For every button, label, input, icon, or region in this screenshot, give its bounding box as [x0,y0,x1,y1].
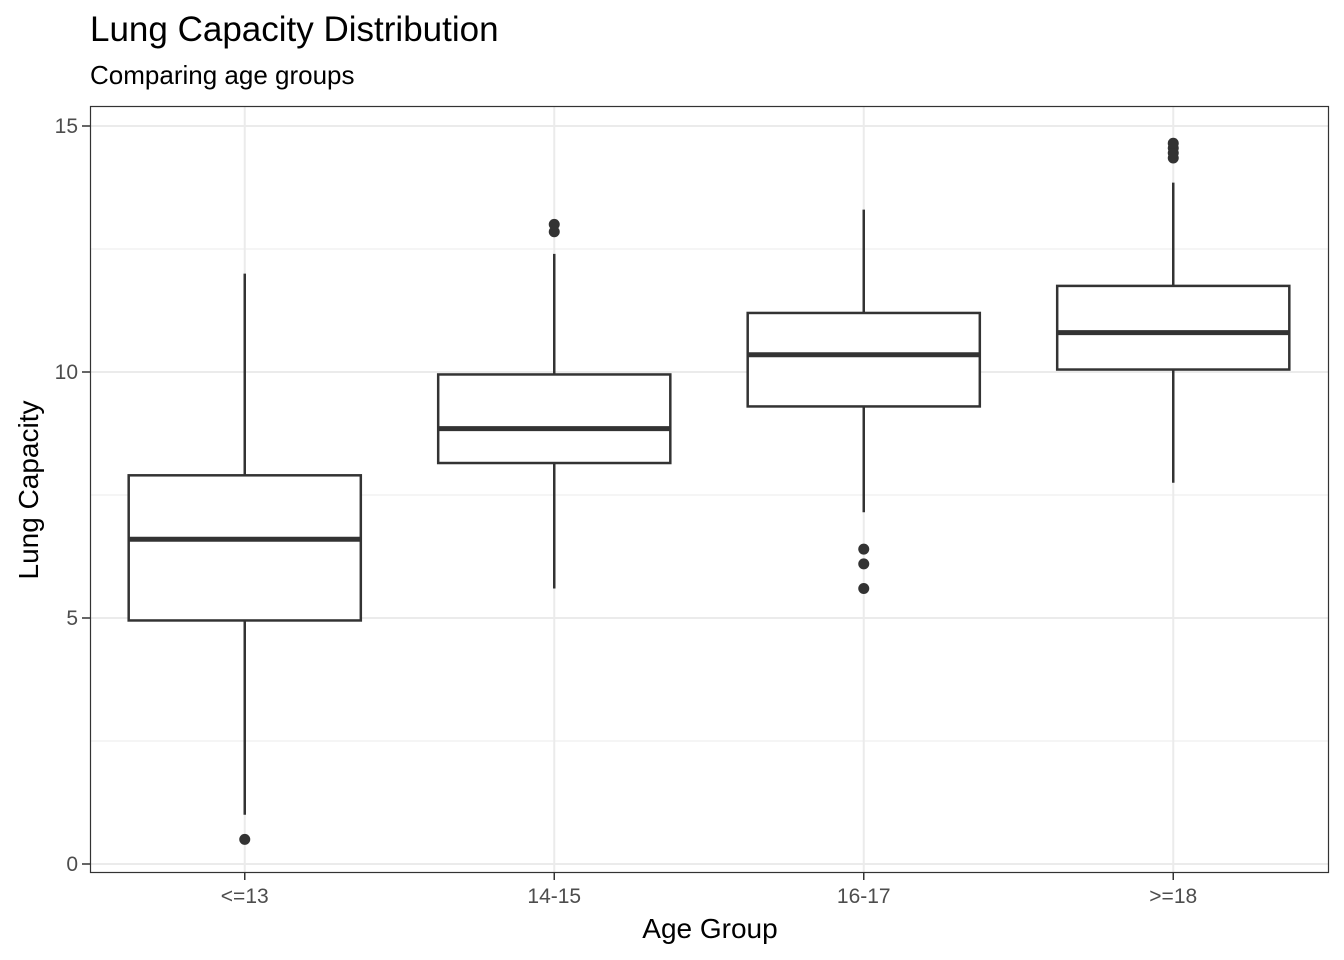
y-tick-label: 5 [66,607,78,630]
y-axis-title: Lung Capacity [13,400,44,579]
x-tick-label: 14-15 [527,885,581,908]
x-tick-label: 16-17 [837,885,891,908]
box-group [436,218,672,589]
y-tick-label: 15 [55,115,78,138]
plot-area [127,137,1291,845]
x-tick-label: <=13 [221,885,269,908]
outlier-point [1167,137,1179,149]
box-group [1055,137,1291,483]
outlier-point [858,558,870,570]
x-tick-label: >=18 [1149,885,1197,908]
box-group [746,209,982,594]
outlier-point [858,543,870,555]
x-axis-title: Age Group [642,913,777,944]
box-iqr [1055,284,1291,371]
y-tick-label: 0 [66,853,78,876]
box-iqr [436,373,672,465]
y-tick-label: 10 [55,361,78,384]
box-group [127,273,363,845]
outlier-point [548,218,560,230]
box-iqr [746,311,982,408]
outlier-point [858,582,870,594]
chart-subtitle: Comparing age groups [90,60,355,90]
chart-title: Lung Capacity Distribution [90,10,499,49]
outlier-point [239,833,251,845]
box-iqr [127,474,363,622]
panel-border [89,105,1330,874]
axes: 0 5 10 15 <=13 14-15 16-17 >=18 [55,115,1198,908]
